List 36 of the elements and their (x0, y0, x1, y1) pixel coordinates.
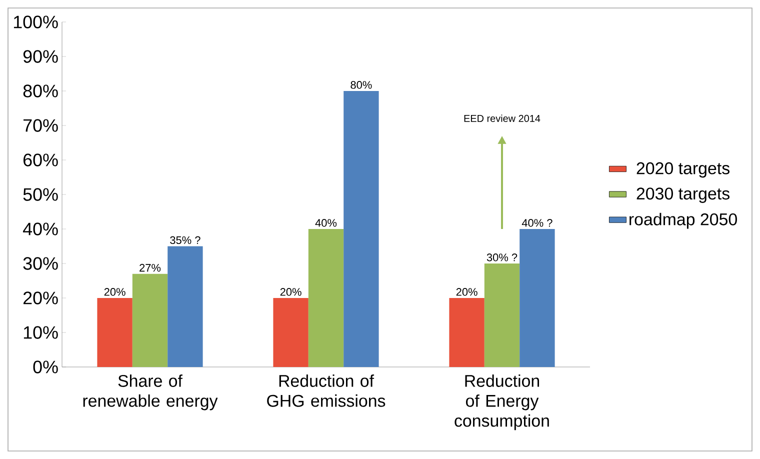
x-tick-label: Reduction of Energy consumption (454, 374, 549, 430)
bar (97, 298, 132, 367)
annotation: EED review 2014 (464, 114, 540, 122)
data-label: 40% ? (522, 219, 552, 227)
bar (449, 298, 484, 367)
x-tick-label: Share of renewable energy (83, 374, 218, 410)
y-tick-label: 80% (23, 84, 58, 98)
bar (308, 228, 344, 367)
data-label: 20% (456, 288, 478, 296)
y-tick-label: 40% (23, 222, 58, 236)
x-tick-label: Reduction of GHG emissions (267, 374, 386, 407)
legend-label: 2020 targets (636, 162, 730, 178)
data-label: 40% (315, 219, 337, 227)
data-label: 80% (350, 81, 372, 89)
data-label: 35% ? (170, 236, 200, 244)
y-tick-label: 0% (33, 360, 58, 374)
y-tick-label: 90% (23, 50, 58, 63)
bar (168, 246, 203, 367)
y-tick-label: 70% (24, 119, 58, 132)
bar (132, 274, 168, 367)
bar (344, 90, 379, 367)
y-tick-label: 100% (14, 16, 58, 28)
y-tick-label: 50% (23, 188, 58, 201)
data-label: 20% (104, 288, 126, 296)
y-tick-label: 20% (24, 292, 58, 304)
y-tick-label: 10% (24, 326, 58, 339)
legend-label: roadmap 2050 (630, 212, 737, 229)
data-label: 20% (280, 288, 302, 296)
bar (273, 298, 308, 367)
y-tick-label: 30% (23, 257, 58, 270)
y-tick-label: 60% (24, 154, 58, 166)
legend-label: 2030 targets (636, 188, 730, 203)
data-label: 27% (140, 264, 161, 272)
bar (520, 228, 555, 367)
data-label: 30% ? (486, 254, 518, 262)
bar (484, 263, 520, 367)
